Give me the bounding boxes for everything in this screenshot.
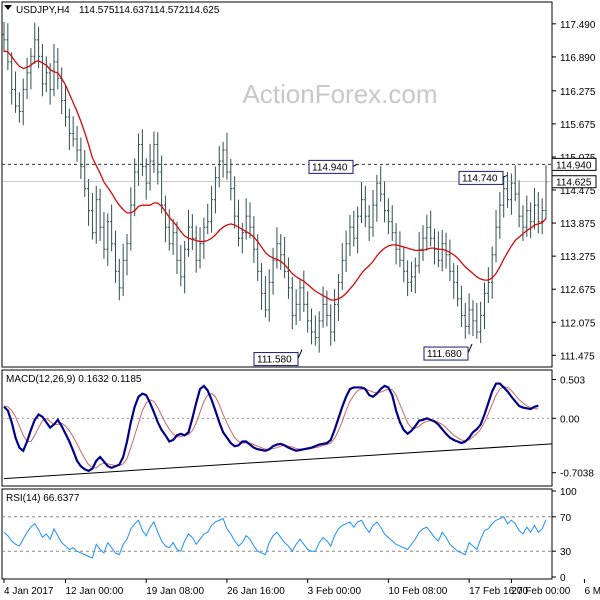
time-tick-label: 26 Jan 16:00: [227, 586, 285, 597]
macd-lines: [3, 382, 553, 480]
rsi-lines: [3, 516, 547, 559]
price-pane-symbol: USDJPY,H4: [16, 5, 70, 16]
time-tick-label: 6 Mar 08:00: [584, 586, 600, 597]
rsi-axis: 100 70 30 0: [2, 487, 577, 584]
macd-tick-label: -0.7038: [560, 469, 594, 480]
annotation-leader: [297, 349, 303, 359]
rsi-pane: RSI(14) 66.6377 100 70 30 0: [1, 487, 577, 584]
time-tick-label: 27 Feb 00:00: [511, 586, 570, 597]
macd-line: [3, 382, 539, 473]
rsi-tick-label: 30: [560, 547, 572, 558]
annotation-label: 111.680: [427, 349, 462, 360]
window-menu-icon[interactable]: [4, 5, 12, 10]
price-bars: [2, 21, 548, 353]
price-tick-label: 112.075: [560, 318, 596, 329]
time-axis: 4 Jan 2017 12 Jan 00:00 19 Jan 08:00 26 Jan…: [3, 579, 600, 597]
macd-trendline: [3, 443, 553, 480]
price-tick-label: 113.275: [560, 252, 596, 263]
macd-tick-label: 0.00: [560, 414, 580, 425]
macd-axis: 0.503 0.00 -0.7038: [2, 375, 594, 480]
price-tick-label: 113.875: [560, 219, 596, 230]
moving-average-line: [3, 50, 547, 301]
time-tick-label: 17 Feb 16:00: [469, 586, 528, 597]
annotation-leader: [502, 174, 508, 178]
time-tick-label: 3 Feb 00:00: [308, 586, 362, 597]
price-pane-close: 114.625: [184, 5, 220, 16]
price-tick-label: 111.475: [560, 351, 595, 362]
price-pane: ActionForex.com USDJPY,H4 114.575 114.63…: [1, 1, 597, 368]
annotation-leader: [352, 163, 358, 167]
price-overlay: 114.940 114.625 114.940 114.740 111.580 111.6…: [2, 50, 597, 367]
time-tick-label: 12 Jan 00:00: [66, 586, 124, 597]
annotation-leader: [467, 343, 473, 354]
current-price-label: 114.625: [556, 178, 592, 189]
macd-pane-frame: [1, 369, 553, 487]
price-tick-label: 116.275: [560, 87, 596, 98]
price-pane-open: 114.575: [79, 5, 115, 16]
price-tick-label: 116.890: [560, 53, 596, 64]
price-tick-label: 117.490: [560, 20, 596, 31]
rsi-pane-label: RSI(14) 66.6377: [6, 493, 80, 504]
time-tick-label: 10 Feb 08:00: [388, 586, 447, 597]
price-tick-label: 112.675: [560, 285, 596, 296]
price-pane-high: 114.637: [114, 5, 150, 16]
rsi-tick-label: 100: [560, 487, 577, 498]
time-tick-label: 19 Jan 08:00: [146, 586, 204, 597]
rsi-tick-label: 70: [560, 513, 572, 524]
macd-pane-label: MACD(12,26,9) 0.1632 0.1185: [6, 374, 142, 385]
annotation-box: [253, 352, 299, 367]
rsi-line: [3, 516, 547, 559]
annotation-label: 111.580: [257, 355, 292, 366]
price-tick-label: 114.475: [560, 186, 596, 197]
rsi-pane-frame: [1, 488, 553, 580]
annotation-box: [458, 170, 504, 185]
time-tick-label: 4 Jan 2017: [4, 586, 54, 597]
annotation-box: [423, 346, 469, 361]
level-price-box: [551, 157, 597, 171]
watermark: ActionForex.com: [242, 79, 437, 109]
annotation-box: [308, 159, 354, 174]
macd-pane: MACD(12,26,9) 0.1632 0.1185 0.503 0.00 -0.…: [1, 369, 594, 487]
rsi-tick-label: 0: [560, 573, 566, 584]
annotation-label: 114.940: [312, 162, 348, 173]
level-price-label: 114.940: [556, 160, 592, 171]
macd-tick-label: 0.503: [560, 375, 585, 386]
annotation-label: 114.740: [462, 173, 498, 184]
price-tick-label: 115.675: [560, 120, 596, 131]
current-price-box: [551, 175, 597, 189]
price-pane-low: 114.572: [149, 5, 185, 16]
